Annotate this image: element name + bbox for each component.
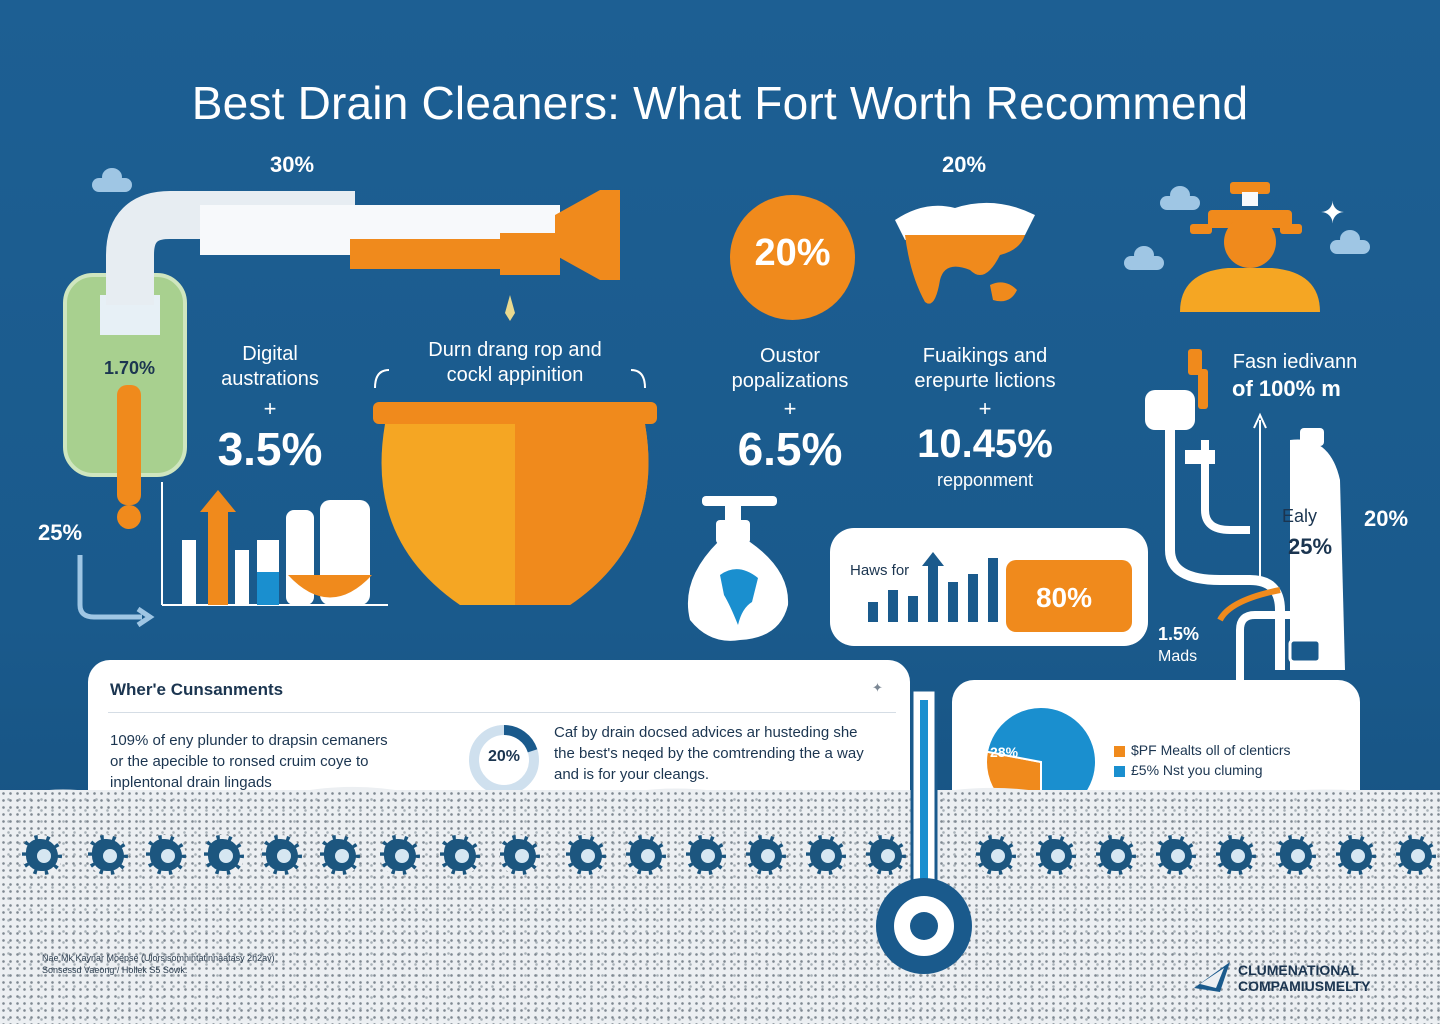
map-stat: 20% [942,152,987,177]
rock-icon [320,835,360,875]
orange-circle [730,195,855,320]
rock-icon [1156,835,1196,875]
pipe-illustration [63,190,620,529]
progress-ring-value: 20% [487,748,521,765]
rock-icon [204,835,244,875]
rock-icon [626,835,666,875]
rock-icon [1036,835,1076,875]
cloud-icon [1160,186,1200,210]
brand-name-line1: CLUMENATIONAL [1238,962,1360,978]
rock-icon [88,835,128,875]
info-card-sparkle-icon: ✦ [872,680,883,695]
rock-icon [1276,835,1316,875]
pie-chart [985,706,1097,819]
person-label: Fasn iedivann [1232,351,1358,373]
rock-icon [22,835,62,875]
info-card-heading: Wher'e Cunsanments [110,680,284,699]
legend-text: $PF Mealts oll of clenticrs [1131,742,1291,758]
person-value: of 100% m [1232,376,1341,401]
rock-icon [1396,835,1436,875]
col4-plus: + [978,396,992,421]
bar-card-label: Haws for [850,562,910,579]
col4-sub: repponment [936,470,1034,490]
rock-icon [1336,835,1376,875]
legend-swatch [1114,765,1125,777]
soap-bottle-illustration [687,496,789,641]
cloud-icon [92,168,132,192]
person-icon [1180,182,1320,312]
rock-icon [976,835,1016,875]
rock-icon [146,835,186,875]
bar-card-badge-value: 80% [1035,582,1093,613]
cloud-icon [1330,230,1370,254]
rock-icon [866,835,906,875]
pipe-stat: 30% [270,152,315,177]
col4-value: 10.45% [917,422,1053,466]
cloud-icon [1124,246,1164,270]
plumbing-illustration [1145,390,1345,680]
col3-plus: + [783,396,797,421]
rock-icon [1096,835,1136,875]
sparkle-icon: ✦ [1320,197,1346,230]
rock-icon [500,835,540,875]
world-map-icon [895,202,1035,304]
rock-icon [806,835,846,875]
info-card-text-left: 109% of eny plunder to drapsin cemaners … [110,732,388,791]
page-title: Best Drain Cleaners: What Fort Worth Rec… [191,77,1249,129]
rock-icon [686,835,726,875]
tank-right-side: 20% [1364,506,1409,531]
arrow-icon [77,555,155,628]
rock-icon [440,835,480,875]
info-card-text-right: Caf by drain docsed advices ar husteding… [554,724,864,783]
valve-label: Mads [1158,648,1198,665]
rock-icon [746,835,786,875]
legend-text: £5% Nst you cluming [1131,762,1263,778]
col1-label: Digital austrations [221,343,319,390]
rock-icon [262,835,302,875]
pie-legend-2: £5% Nst you cluming [1114,762,1263,778]
pot-illustration [373,369,657,605]
fine-print: Nae Mk Kaynar Moepse (Ulorsisomnintatinn… [42,953,275,975]
col1-plus: + [263,396,277,421]
brand-name-line2: COMPAMIUSMELTY [1238,978,1371,994]
bar-card-chart [868,552,998,622]
rock-icon [1216,835,1256,875]
tank-right-value: 25% [1288,534,1333,559]
bottom-left-stat: 25% [38,520,83,545]
pie-slice-label: 28% [990,744,1019,760]
brand-logo-icon [1194,962,1230,992]
valve-value: 1.5% [1158,624,1200,644]
pie-legend-1: $PF Mealts oll of clenticrs [1114,742,1291,758]
tank-stat: 1.70% [104,358,156,378]
col2-label: Durn drang rop and cockl appinition [428,339,602,386]
col3-value: 6.5% [737,423,843,475]
gravel-ground [0,790,1440,1024]
wrench-icon [1188,349,1208,409]
col1-value: 3.5% [217,423,323,475]
bar-illustration [161,482,388,606]
tank-right-label: Ealy [1282,506,1318,526]
col3-label: Oustor popalizations [731,345,849,392]
rock-icon [380,835,420,875]
legend-swatch [1114,745,1125,757]
info-card-divider [108,712,896,713]
drain-pipe-illustration [876,690,972,974]
col4-label: Fuaikings and erepurte lictions [914,345,1056,392]
rock-icon [566,835,606,875]
bar-card-badge [1006,560,1132,632]
orange-circle-value: 20% [754,232,831,274]
